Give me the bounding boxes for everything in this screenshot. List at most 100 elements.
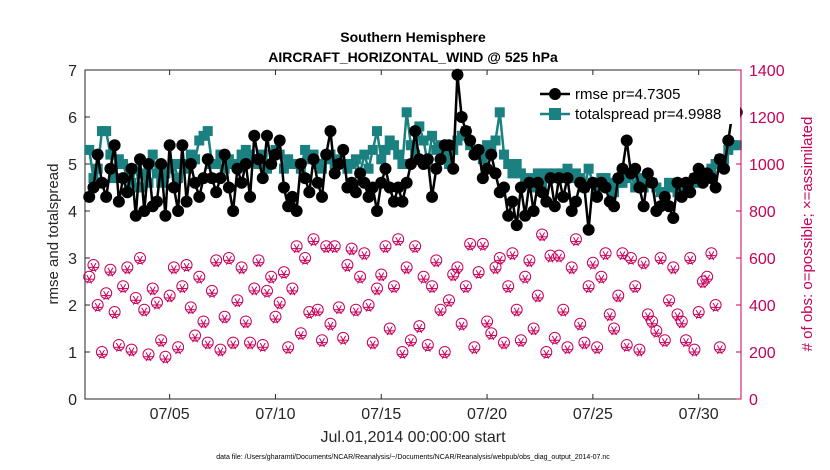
y-tick-label-right: 1200 [749, 110, 785, 127]
assimilated-point [562, 345, 573, 355]
possible-point [129, 291, 142, 304]
rmse-point [641, 167, 654, 180]
rmse-point [112, 195, 125, 208]
rmse-point [269, 148, 282, 161]
assimilated-point [503, 283, 514, 294]
y-tick-label-right: 0 [749, 392, 758, 409]
totalspread-point [414, 121, 425, 132]
rmse-point [620, 134, 633, 147]
assimilated-stroke [615, 293, 622, 303]
rmse-point [303, 186, 316, 199]
assimilated-point [228, 340, 239, 350]
rmse-point [561, 172, 574, 185]
possible-point [205, 284, 218, 297]
assimilated-point [308, 236, 319, 247]
rmse-point [421, 153, 434, 166]
rmse-point [260, 129, 273, 142]
assimilated-point [160, 354, 171, 364]
assimilated-stroke [183, 262, 190, 272]
rmse-point [599, 181, 612, 194]
possible-point [163, 289, 176, 302]
possible-point [176, 280, 189, 293]
assimilated-stroke [606, 312, 613, 322]
assimilated-stroke [674, 312, 681, 322]
possible-point [273, 296, 286, 309]
assimilated-stroke [429, 283, 435, 294]
possible-point [434, 303, 447, 316]
possible-point [421, 338, 434, 351]
totalspread-point [609, 187, 620, 198]
assimilated-stroke [611, 326, 617, 336]
y-axis-label-left: rmse and totalspread [45, 164, 62, 305]
possible-point [531, 289, 544, 302]
assimilated-stroke [192, 333, 198, 343]
assimilated-point [575, 321, 586, 331]
assimilated-point [147, 286, 158, 296]
possible-point [514, 334, 527, 347]
assimilated-point [507, 251, 518, 261]
totalspread-point [592, 182, 603, 193]
y-tick-label-right: 600 [749, 251, 776, 268]
rmse-point [722, 134, 735, 147]
assimilated-stroke [98, 349, 105, 359]
rmse-point [150, 195, 163, 208]
assimilated-stroke [704, 274, 711, 284]
possible-point [679, 334, 692, 347]
possible-point [358, 247, 371, 260]
y-tick-label-right: 1400 [749, 63, 785, 80]
possible-point [294, 327, 307, 340]
assimilated-point [714, 345, 725, 355]
assimilated-point [697, 279, 708, 289]
assimilated-point [604, 312, 615, 322]
totalspread-point [372, 126, 383, 137]
assimilated-stroke [699, 279, 706, 289]
possible-point [430, 254, 443, 267]
assimilated-stroke [259, 342, 266, 352]
assimilated-stroke [141, 307, 148, 317]
possible-point [493, 252, 506, 264]
rmse-point [709, 181, 722, 194]
assimilated-point [350, 307, 361, 317]
assimilated-stroke [251, 286, 258, 296]
legend-box [534, 78, 740, 124]
possible-point [713, 341, 726, 354]
possible-point [417, 270, 430, 283]
assimilated-point [109, 309, 120, 319]
assimilated-point [359, 251, 370, 261]
possible-point [146, 282, 159, 295]
totalspread-point [139, 168, 150, 179]
possible-point [701, 270, 714, 283]
rmse-point [163, 139, 176, 152]
assimilated-point [202, 340, 213, 350]
possible-point [159, 350, 172, 363]
totalspread-point [147, 149, 158, 160]
assimilated-stroke [306, 309, 313, 319]
possible-point [184, 301, 197, 314]
assimilated-stroke [285, 345, 292, 355]
totalspread-point [219, 163, 230, 174]
rmse-point [396, 195, 409, 208]
assimilated-stroke [568, 265, 575, 275]
assimilated-point [410, 244, 421, 254]
totalspread-point [300, 144, 311, 155]
possible-point [409, 240, 422, 253]
rmse-point [629, 162, 642, 175]
rmse-point [349, 186, 362, 199]
footnote: data file: /Users/gharamti/Documents/NCA… [216, 454, 610, 461]
assimilated-point [190, 333, 201, 343]
assimilated-stroke [386, 326, 393, 336]
assimilated-stroke [276, 300, 283, 310]
rmse-point [222, 181, 235, 194]
assimilated-stroke [446, 298, 452, 308]
possible-point [553, 249, 566, 262]
assimilated-stroke [471, 345, 478, 355]
possible-point [396, 346, 409, 358]
assimilated-stroke [560, 307, 567, 317]
assimilated-stroke [352, 307, 359, 317]
assimilated-stroke [310, 236, 317, 247]
y-ticks-left: 0 1 2 3 4 5 6 7 [68, 63, 90, 409]
rmse-point [663, 200, 676, 213]
assimilated-stroke [209, 288, 215, 298]
rmse-point [586, 176, 599, 189]
assimilated-point [549, 335, 560, 345]
